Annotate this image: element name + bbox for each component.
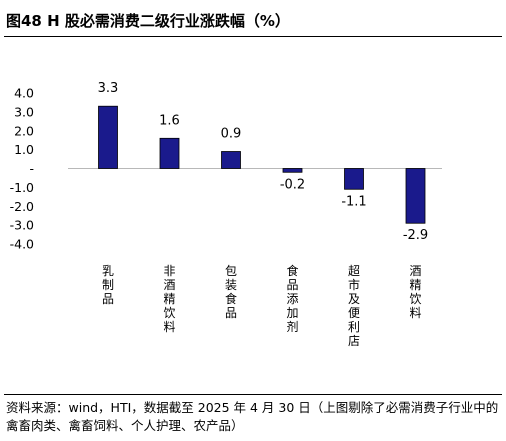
category-label: 酒精饮料 — [409, 264, 421, 320]
bar — [98, 105, 118, 169]
category-label: 非酒精饮料 — [163, 264, 175, 334]
y-tick-label: -2.0 — [10, 199, 34, 214]
data-label: -2.9 — [403, 228, 428, 243]
bar-chart: 4.0 3.0 2.0 1.0 - -1.0 -2.0 -3.0 -4.0 3.3 乳制品 1.6 非酒… — [10, 81, 442, 348]
source-note: 资料来源：wind，HTI，数据截至 2025 年 4 月 30 日（上图剔除了… — [6, 400, 499, 433]
bar — [344, 168, 364, 190]
category-label: 食品添加剂 — [286, 263, 298, 334]
data-label: -1.1 — [341, 194, 366, 209]
y-tick-label: 1.0 — [14, 142, 34, 157]
y-tick-label: -3.0 — [10, 218, 34, 233]
category-label: 乳制品 — [102, 264, 114, 306]
source-divider — [4, 394, 502, 395]
y-tick-label: -4.0 — [10, 237, 34, 252]
bar — [282, 168, 303, 173]
bar — [159, 137, 180, 169]
data-label: 0.9 — [221, 127, 242, 142]
category-label: 超市及便利店 — [348, 263, 360, 348]
title-divider — [4, 36, 502, 37]
category-label: 包装食品 — [225, 264, 237, 320]
data-label: 3.3 — [98, 81, 119, 96]
chart-title: 图48 H 股必需消费二级行业涨跌幅（%） — [6, 12, 290, 30]
y-tick-label: -1.0 — [10, 180, 34, 195]
data-label: 1.6 — [159, 113, 180, 128]
data-label: -0.2 — [280, 177, 305, 192]
y-tick-label: - — [29, 161, 34, 176]
y-tick-label: 3.0 — [14, 104, 34, 119]
bar — [221, 151, 241, 169]
y-tick-label: 2.0 — [14, 123, 34, 138]
y-tick-label: 4.0 — [14, 86, 34, 101]
bar — [405, 168, 426, 224]
